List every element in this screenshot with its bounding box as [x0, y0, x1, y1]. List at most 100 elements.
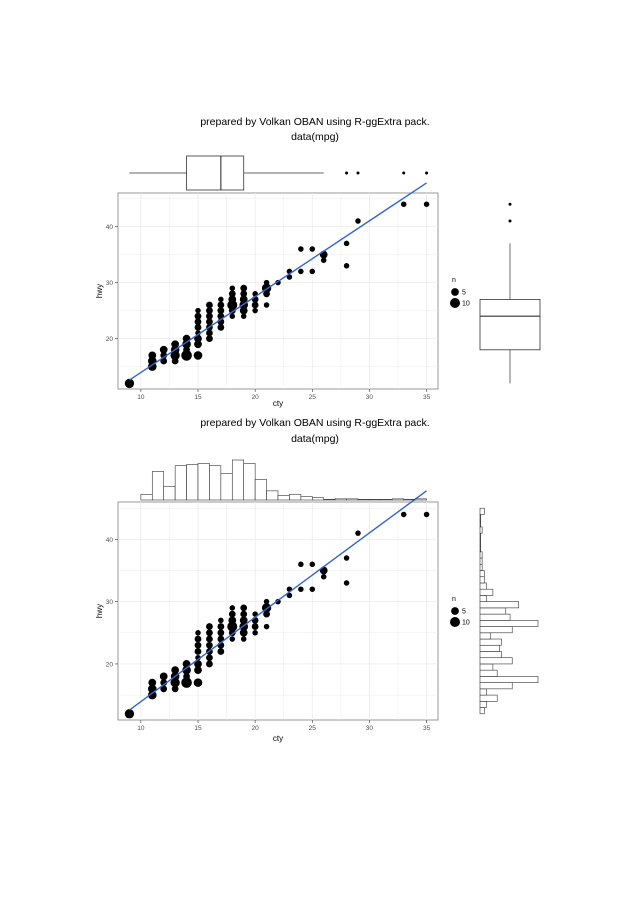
histogram-bar: [334, 498, 347, 501]
histogram-bar: [254, 479, 267, 501]
legend-label: 10: [462, 620, 470, 627]
box-iqr: [479, 298, 541, 351]
x-tick-label: 35: [423, 394, 431, 401]
data-point: [228, 616, 237, 625]
data-point: [251, 301, 259, 309]
y-axis-label-2: hwy: [95, 604, 104, 618]
histogram-bar: [479, 682, 513, 690]
data-point: [206, 641, 213, 649]
data-point: [206, 307, 213, 314]
histogram-bar: [479, 601, 519, 609]
data-point: [206, 301, 213, 309]
data-point: [206, 660, 213, 668]
data-point: [423, 201, 430, 207]
data-point: [171, 685, 179, 693]
data-point: [124, 709, 135, 719]
histogram-bar: [479, 688, 487, 696]
histogram-bar: [186, 464, 199, 501]
data-point: [194, 660, 202, 668]
trend-line-2: [129, 490, 427, 711]
ticks-1: 10 15 20 25 30 35 20 30 40: [106, 224, 431, 401]
data-point: [194, 666, 202, 675]
marginal-boxplot-y: [479, 202, 541, 384]
scatter-boxplot-figure: prepared by Volkan OBAN using R-ggExtra …: [95, 116, 541, 408]
data-point: [217, 324, 225, 331]
data-point: [400, 511, 407, 518]
data-point: [194, 635, 202, 643]
data-point: [240, 313, 247, 319]
legend-2: n5 10: [450, 596, 470, 627]
scatter-histogram-figure: prepared by Volkan OBAN using R-ggExtra …: [95, 417, 539, 743]
legend-1: n5 10: [450, 277, 470, 308]
legend-title: n: [452, 596, 456, 603]
histogram-bar: [197, 463, 210, 501]
histogram-bar: [479, 582, 487, 590]
box-iqr: [186, 155, 245, 191]
outlier-point: [356, 171, 360, 175]
histogram-bar: [479, 520, 481, 528]
data-point: [193, 678, 203, 687]
data-point: [240, 636, 247, 642]
outlier-point: [345, 171, 349, 175]
data-point: [239, 616, 248, 625]
data-point: [160, 685, 168, 693]
data-point: [229, 605, 236, 611]
histogram-bar: [220, 473, 233, 501]
histogram-bar: [479, 663, 494, 671]
x-tick-label: 25: [309, 725, 317, 732]
y-axis-label-1: hwy: [95, 284, 104, 298]
data-point: [171, 666, 180, 675]
data-point: [183, 346, 190, 354]
data-point: [252, 307, 258, 314]
data-point: [148, 678, 157, 687]
gridlines-1: [118, 193, 438, 389]
data-point: [218, 617, 224, 624]
histogram-bar: [479, 613, 511, 621]
histogram-bar: [231, 459, 245, 501]
histogram-bar: [151, 471, 165, 501]
chart-title-1: prepared by Volkan OBAN using R-ggExtra …: [200, 116, 429, 128]
x-axis-label-1: cty: [273, 399, 283, 408]
histogram-bar: [479, 563, 483, 571]
data-point: [229, 313, 236, 319]
data-point: [343, 263, 350, 269]
data-point: [251, 623, 259, 630]
data-point: [183, 673, 190, 680]
data-point: [194, 318, 202, 326]
histogram-bar: [479, 701, 487, 708]
histogram-bar: [479, 595, 487, 602]
legend-key: [450, 617, 460, 627]
histogram-bar: [403, 499, 416, 501]
x-tick-label: 15: [194, 725, 202, 732]
data-point: [298, 246, 304, 252]
data-point: [170, 677, 180, 688]
histogram-bar: [479, 707, 485, 715]
points-2: [124, 511, 430, 719]
histogram-bar: [380, 499, 393, 501]
histogram-bar: [479, 557, 483, 565]
trend-line-1: [129, 182, 427, 381]
histogram-bar: [266, 490, 279, 501]
data-point: [228, 610, 236, 618]
data-point: [159, 345, 168, 354]
chart-subtitle-1: data(mpg): [291, 131, 339, 143]
x-tick-label: 35: [423, 725, 431, 732]
data-point: [309, 268, 316, 275]
data-point: [286, 592, 293, 599]
points-1: [124, 201, 430, 389]
data-point: [343, 555, 350, 561]
histogram-bar: [479, 669, 498, 677]
histogram-bar: [323, 499, 336, 501]
histogram-bar: [311, 497, 325, 501]
histogram-bar: [174, 465, 187, 501]
data-point: [217, 648, 225, 655]
data-point: [240, 290, 248, 298]
data-point: [160, 357, 168, 365]
histogram-bar: [369, 499, 382, 501]
histogram-bar: [479, 632, 492, 640]
marginal-histogram-y: [479, 507, 539, 715]
y-tick-label: 30: [106, 599, 114, 606]
data-point: [240, 610, 248, 618]
histogram-bar: [479, 607, 507, 615]
x-axis-label-2: cty: [273, 734, 283, 743]
